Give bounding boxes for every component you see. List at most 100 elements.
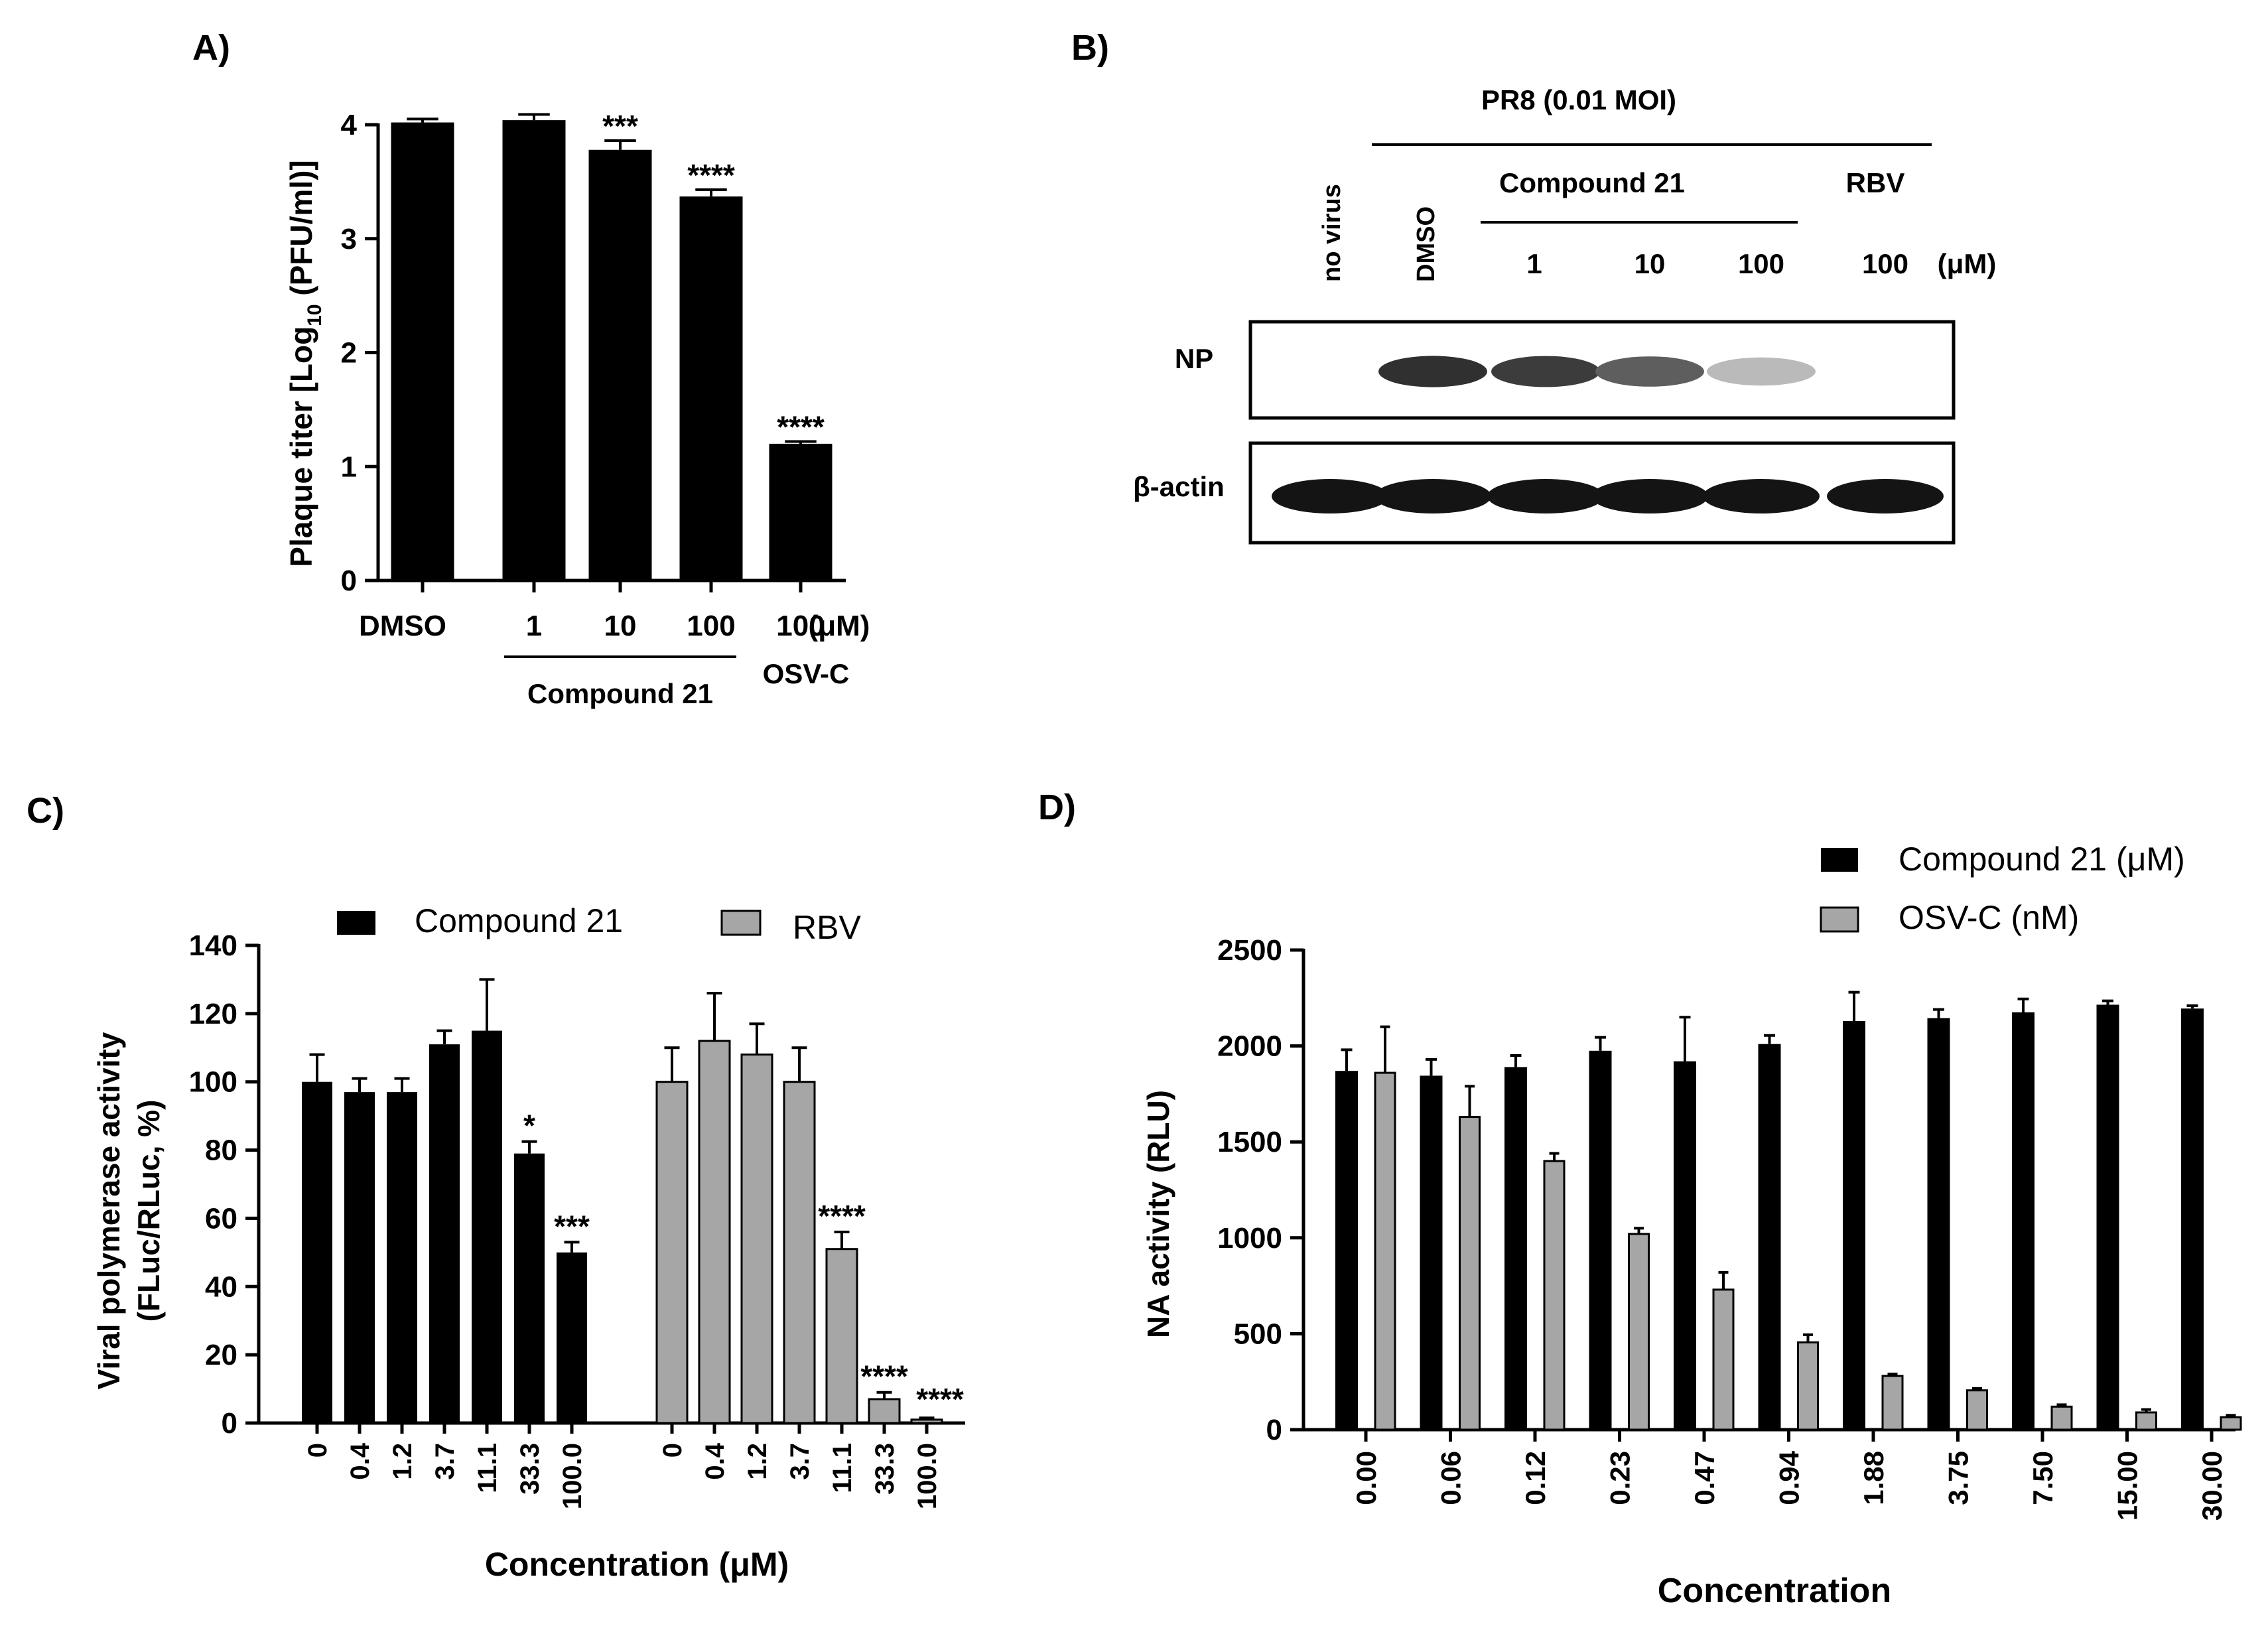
chart-c-y-tick-label: 20 bbox=[205, 1339, 237, 1371]
chart-c-ylabel-line2: (FLuc/RLuc, %) bbox=[131, 1100, 166, 1322]
chart-c-y-tick-label: 80 bbox=[205, 1134, 237, 1167]
chart-c-y-tick-label: 120 bbox=[189, 998, 237, 1030]
chart-d-bar bbox=[1628, 1233, 1650, 1431]
chart-a-x-tick-label: 100 bbox=[776, 610, 825, 642]
chart-a-bar bbox=[769, 443, 833, 580]
chart-d-y-tick-label: 500 bbox=[1234, 1318, 1282, 1350]
chart-a-bar bbox=[679, 196, 743, 580]
western-unit: (μM) bbox=[1938, 248, 1997, 279]
chart-d-x-tick-label: 15.00 bbox=[2112, 1451, 2143, 1521]
western-rbv-label: RBV bbox=[1846, 167, 1905, 198]
chart-a-x-tick-label: DMSO bbox=[359, 610, 446, 642]
chart-c-x-tick-label: 1.2 bbox=[743, 1443, 772, 1480]
panel-c-label: C) bbox=[27, 791, 64, 831]
chart-a: 0 1 2 3 4 DMSO 1 10 *** 100 **** 100 **** bbox=[341, 109, 846, 642]
chart-a-y-tick-label: 0 bbox=[341, 565, 357, 597]
chart-c-x-tick-label: 3.7 bbox=[785, 1443, 815, 1480]
chart-c-x-tick-label: 11.1 bbox=[828, 1443, 857, 1493]
chart-d-xlabel: Concentration bbox=[1658, 1572, 1891, 1610]
chart-c-xlabel: Concentration (μM) bbox=[485, 1546, 789, 1583]
chart-c-bar bbox=[655, 1081, 689, 1424]
chart-d-y-tick-label: 2000 bbox=[1217, 1030, 1282, 1063]
blot-row-actin: β-actin bbox=[1133, 471, 1225, 502]
chart-a-significance: *** bbox=[602, 109, 638, 143]
chart-c-x-tick-label: 33.3 bbox=[515, 1443, 545, 1495]
panel-b-label: B) bbox=[1071, 28, 1109, 68]
chart-a-bar bbox=[588, 149, 652, 580]
chart-d-bar bbox=[1504, 1067, 1527, 1430]
chart-d-x-tick-label: 0.23 bbox=[1605, 1451, 1636, 1505]
chart-d-x-tick-label: 0.94 bbox=[1774, 1450, 1805, 1505]
panel-a-label: A) bbox=[192, 28, 230, 68]
chart-c-significance: *** bbox=[554, 1209, 590, 1243]
chart-d-bar bbox=[1797, 1341, 1819, 1431]
chart-a-x-tick-label: 100 bbox=[687, 610, 735, 642]
chart-d-bar bbox=[1758, 1044, 1781, 1430]
chart-d-x-tick-label: 0.06 bbox=[1435, 1451, 1467, 1505]
chart-a-group-label-osv: OSV-C bbox=[763, 658, 850, 689]
chart-d-x-tick-label: 30.00 bbox=[2196, 1451, 2228, 1521]
chart-a-significance: **** bbox=[687, 158, 735, 192]
chart-c-x-tick-label: 33.3 bbox=[870, 1443, 900, 1495]
chart-a-significance: **** bbox=[777, 409, 825, 444]
chart-d-legend-swatch-osv bbox=[1820, 906, 1859, 933]
western-header: PR8 (0.01 MOI) bbox=[1481, 84, 1676, 115]
chart-a-y-tick-label: 2 bbox=[341, 337, 357, 370]
western-dose-100: 100 bbox=[1738, 248, 1784, 279]
chart-c-x-tick-label: 100.0 bbox=[913, 1443, 942, 1509]
blot-row-np: NP bbox=[1175, 343, 1213, 374]
chart-d-bar bbox=[1459, 1116, 1481, 1431]
chart-d-x-tick-label: 0.47 bbox=[1689, 1451, 1720, 1505]
chart-d-y-tick-label: 0 bbox=[1266, 1414, 1282, 1446]
chart-d-bar bbox=[2181, 1008, 2204, 1430]
chart-d-x-tick-label: 0.12 bbox=[1520, 1451, 1551, 1505]
chart-d-legend-swatch-compound bbox=[1821, 848, 1858, 872]
chart-c-bar bbox=[557, 1252, 587, 1423]
chart-c-legend-rbv: RBV bbox=[793, 909, 861, 946]
chart-a-group-label-compound: Compound 21 bbox=[527, 678, 713, 709]
chart-d-bar bbox=[2135, 1411, 2157, 1431]
chart-d-y-tick-label: 1500 bbox=[1217, 1126, 1282, 1158]
chart-d-bar bbox=[1589, 1050, 1612, 1430]
chart-c-x-tick-label: 0.4 bbox=[346, 1442, 375, 1479]
chart-c-x-tick-label: 0 bbox=[658, 1443, 687, 1458]
chart-d-bar bbox=[1966, 1389, 1988, 1431]
chart-c-bar bbox=[868, 1398, 901, 1424]
chart-c: 0 20 40 60 80 100 120 140 0 0.4 1.2 3.7 11.1 33.3 * 100… bbox=[189, 929, 965, 1509]
chart-a-x-tick-label: 10 bbox=[604, 610, 637, 642]
chart-a-y-tick-label: 4 bbox=[341, 109, 358, 141]
blot-np-band bbox=[1491, 356, 1600, 387]
chart-c-x-tick-label: 3.7 bbox=[431, 1443, 460, 1480]
chart-a-unit: (μM) bbox=[809, 610, 870, 642]
chart-d-bar bbox=[1374, 1071, 1396, 1431]
chart-c-x-tick-label: 11.1 bbox=[473, 1443, 502, 1493]
chart-c-legend-compound: Compound 21 bbox=[415, 902, 623, 939]
blot-actin-band bbox=[1827, 479, 1944, 513]
chart-d-legend-compound: Compound 21 (μM) bbox=[1899, 841, 2185, 878]
blot-actin-bands bbox=[1272, 479, 1944, 513]
blot-np-band bbox=[1707, 357, 1816, 386]
chart-a-x-tick-label: 1 bbox=[526, 610, 542, 642]
western-dose-1: 1 bbox=[1526, 248, 1542, 279]
chart-c-significance: **** bbox=[860, 1359, 908, 1394]
chart-c-bar bbox=[344, 1092, 375, 1423]
western-dose-10: 10 bbox=[1634, 248, 1666, 279]
chart-d-x-tick-label: 7.50 bbox=[2027, 1451, 2058, 1505]
blot-np-band bbox=[1378, 356, 1487, 387]
chart-d-legend-osv: OSV-C (nM) bbox=[1899, 899, 2079, 936]
chart-d-bar bbox=[2050, 1405, 2073, 1431]
chart-c-bar bbox=[910, 1418, 943, 1424]
chart-d-bar bbox=[1927, 1018, 1950, 1430]
blot-np-bands bbox=[1378, 356, 1816, 387]
chart-c-significance: **** bbox=[818, 1199, 866, 1233]
chart-c-x-tick-label: 0 bbox=[303, 1443, 332, 1458]
chart-c-bar bbox=[514, 1153, 545, 1423]
chart-d-bar bbox=[2220, 1416, 2242, 1431]
chart-c-legend-swatch-rbv bbox=[720, 910, 762, 936]
chart-c-legend-swatch-compound bbox=[337, 911, 375, 935]
chart-a-y-tick-label: 3 bbox=[341, 223, 357, 255]
chart-c-significance: **** bbox=[916, 1382, 964, 1416]
chart-c-significance: * bbox=[523, 1109, 535, 1143]
